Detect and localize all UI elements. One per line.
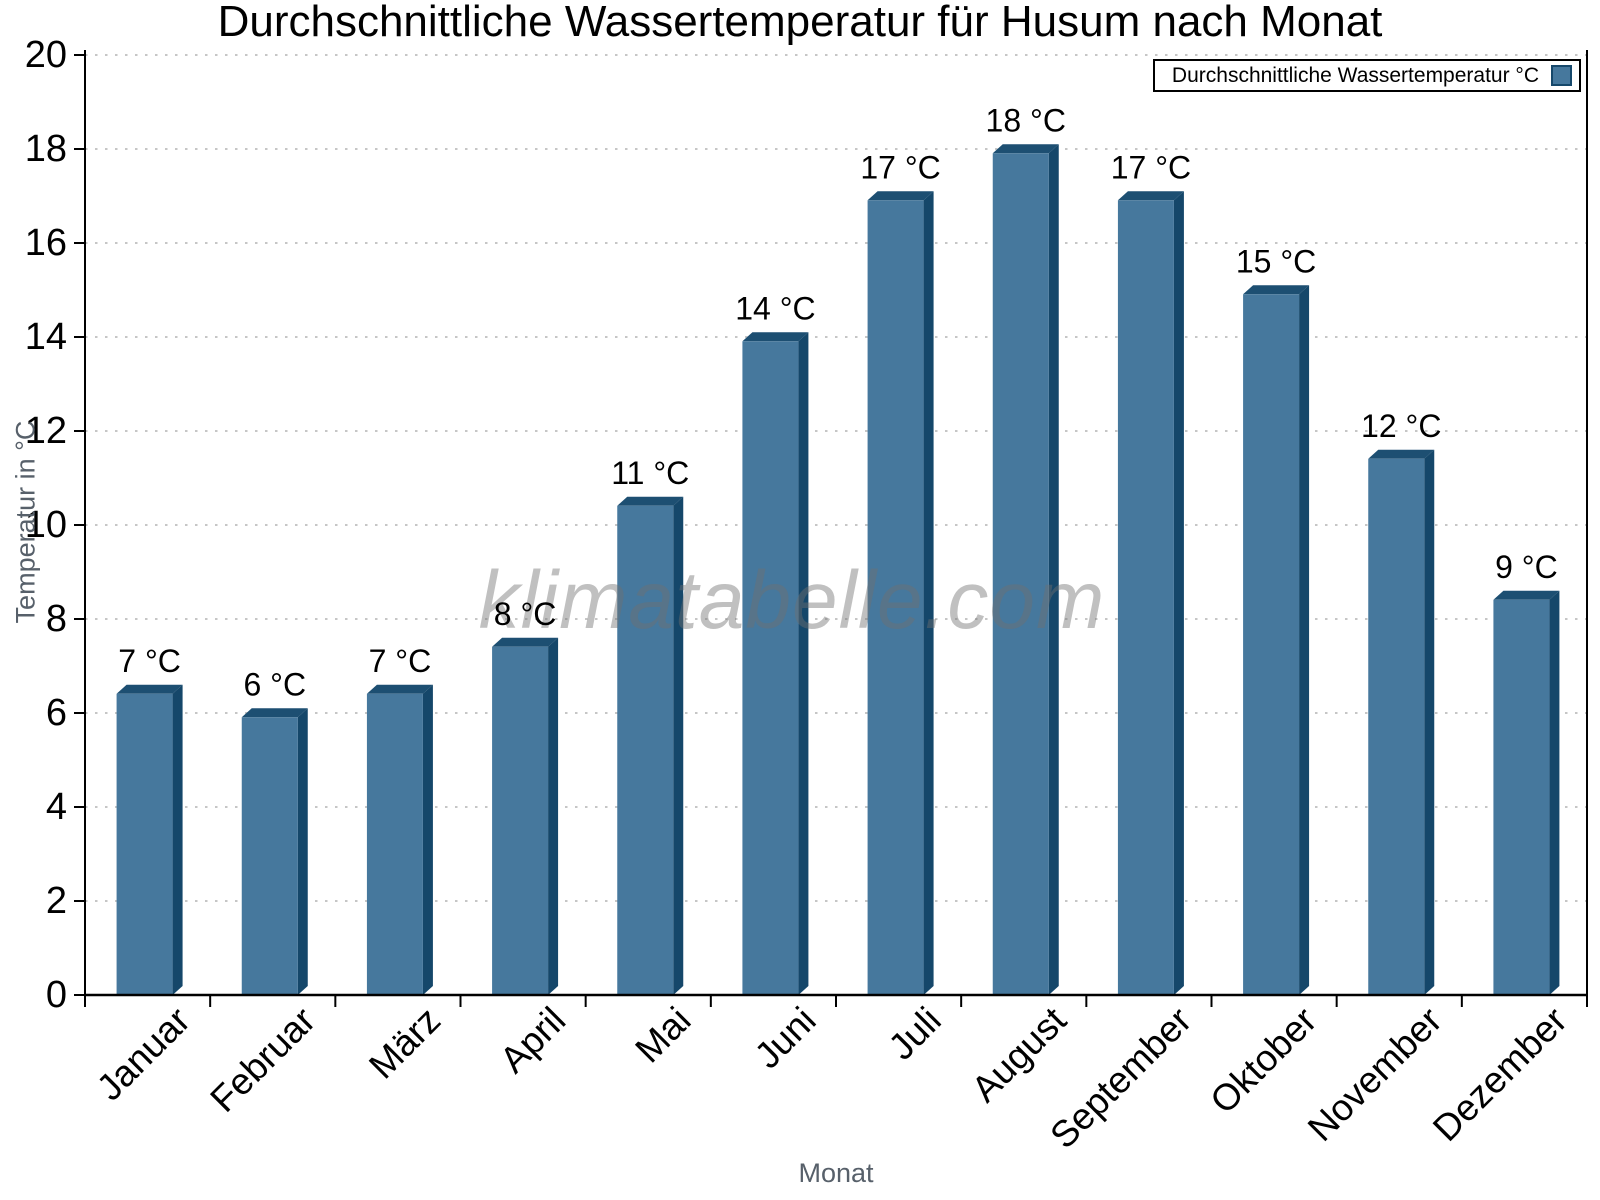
bar-front-face xyxy=(992,153,1049,996)
axes-layer xyxy=(74,50,1588,1007)
bar-side-face xyxy=(422,684,433,995)
bar-side-face xyxy=(1299,285,1310,995)
bar-side-face xyxy=(1173,191,1184,996)
bar-value-label: 17 °C xyxy=(860,149,940,185)
x-category-label: Juni xyxy=(747,999,824,1076)
bar-september xyxy=(1117,191,1184,996)
bar-side-face xyxy=(1549,590,1560,995)
y-tick-label: 14 xyxy=(25,316,67,358)
bar-side-face xyxy=(923,191,934,996)
bar-value-label: 7 °C xyxy=(118,643,181,679)
bar-top-face xyxy=(867,191,934,201)
bar-top-face xyxy=(116,684,183,694)
y-tick-label: 6 xyxy=(46,692,67,734)
bar-value-label: 12 °C xyxy=(1361,408,1441,444)
bar-juni xyxy=(742,332,809,995)
chart-title: Durchschnittliche Wassertemperatur für H… xyxy=(217,0,1383,46)
legend-swatch-icon xyxy=(1551,65,1572,86)
bar-top-face xyxy=(1243,285,1310,295)
bar-value-label: 9 °C xyxy=(1495,549,1558,585)
x-category-label: November xyxy=(1300,999,1450,1149)
x-category-label: Februar xyxy=(202,999,323,1120)
bar-value-label: 8 °C xyxy=(494,596,557,632)
bar-front-face xyxy=(867,200,924,996)
bar-top-face xyxy=(492,637,559,647)
bar-value-label: 18 °C xyxy=(986,102,1066,138)
bar-januar xyxy=(116,684,183,995)
bar-front-face xyxy=(492,646,549,995)
bar-front-face xyxy=(116,693,173,995)
bar-oktober xyxy=(1243,285,1310,995)
bar-top-face xyxy=(617,496,684,506)
bar-top-face xyxy=(1493,590,1560,600)
bar-august xyxy=(992,144,1059,996)
bar-front-face xyxy=(1117,200,1174,996)
bar-front-face xyxy=(1493,599,1550,995)
bar-front-face xyxy=(617,505,674,995)
bar-side-face xyxy=(548,637,559,995)
x-category-label: März xyxy=(361,999,448,1086)
y-axis-title: Temperatur in °C xyxy=(10,420,41,624)
x-category-label: August xyxy=(964,999,1075,1110)
legend-label: Durchschnittliche Wassertemperatur °C xyxy=(1171,63,1539,87)
y-tick-label: 16 xyxy=(25,222,67,264)
bar-juli xyxy=(867,191,934,996)
y-tick-label: 12 xyxy=(25,410,67,452)
bar-value-label: 15 °C xyxy=(1236,243,1316,279)
bar-top-face xyxy=(992,144,1059,154)
y-tick-label: 10 xyxy=(25,504,67,546)
bar-value-label: 17 °C xyxy=(1111,149,1191,185)
y-tick-label: 4 xyxy=(46,786,67,828)
x-axis-title: Monat xyxy=(798,1158,874,1188)
gridlines-layer xyxy=(85,54,1587,902)
bar-value-label: 7 °C xyxy=(369,643,432,679)
y-tick-label: 2 xyxy=(46,880,67,922)
bar-value-label: 6 °C xyxy=(243,666,306,702)
bar-side-face xyxy=(172,684,183,995)
bar-märz xyxy=(366,684,433,995)
bar-side-face xyxy=(1048,144,1059,996)
x-category-label: Juli xyxy=(881,999,949,1067)
bar-side-face xyxy=(673,496,684,995)
bar-april xyxy=(492,637,559,995)
bar-november xyxy=(1368,449,1435,995)
y-tick-label: 8 xyxy=(46,598,67,640)
bar-top-face xyxy=(366,684,433,694)
bar-februar xyxy=(241,708,308,995)
bars-layer xyxy=(116,144,1560,996)
bar-top-face xyxy=(241,708,308,718)
x-category-label: Dezember xyxy=(1425,999,1575,1149)
bar-front-face xyxy=(1368,458,1425,995)
x-category-label: Mai xyxy=(627,999,698,1070)
bar-side-face xyxy=(798,332,809,995)
bar-dezember xyxy=(1493,590,1560,995)
watermark: klimatabelle.com xyxy=(479,555,1106,646)
bar-front-face xyxy=(366,693,423,995)
bar-value-label: 14 °C xyxy=(735,290,815,326)
bar-front-face xyxy=(1243,294,1300,995)
bar-top-face xyxy=(1368,449,1435,459)
y-tick-label: 18 xyxy=(25,128,67,170)
legend: Durchschnittliche Wassertemperatur °C xyxy=(1153,59,1581,92)
bar-top-face xyxy=(742,332,809,342)
bar-side-face xyxy=(1424,449,1435,995)
bar-front-face xyxy=(742,341,799,995)
y-tick-label: 0 xyxy=(46,974,67,1016)
bar-value-label: 11 °C xyxy=(611,455,689,491)
x-category-label: Januar xyxy=(89,999,198,1108)
bar-mai xyxy=(617,496,684,995)
bar-side-face xyxy=(297,708,308,995)
x-category-label: Oktober xyxy=(1202,999,1324,1121)
bar-front-face xyxy=(241,717,298,995)
bar-top-face xyxy=(1117,191,1184,201)
y-tick-label: 20 xyxy=(25,34,67,76)
x-category-label: April xyxy=(492,999,573,1080)
